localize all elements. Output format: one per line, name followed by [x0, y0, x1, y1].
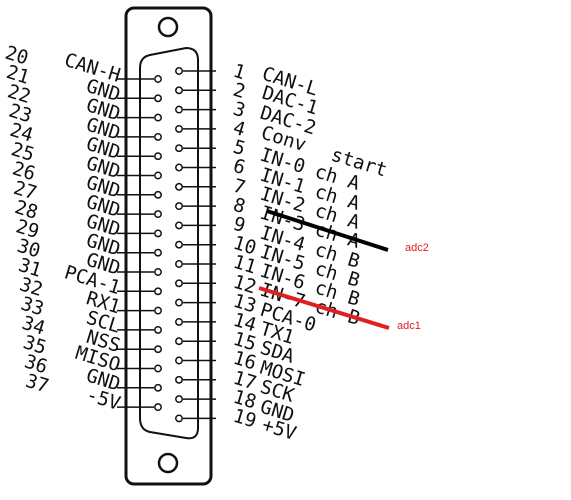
right-pin	[175, 202, 183, 211]
left-pin	[154, 75, 162, 83]
mounting-hole-top	[157, 16, 179, 38]
labels-group: 20 CAN-H21GND22GND23GND24GND25GND26GND27G…	[3, 42, 390, 445]
right-pin	[175, 298, 183, 307]
adc1-label: adc1	[397, 320, 421, 332]
left-pin	[154, 306, 162, 315]
left-pin	[154, 190, 162, 199]
right-pin	[175, 240, 183, 249]
left-pin	[154, 152, 162, 161]
left-pin	[154, 325, 162, 334]
left-pin	[154, 94, 162, 103]
right-pin	[175, 279, 183, 288]
right-pin	[175, 105, 183, 114]
right-pin	[175, 317, 183, 326]
right-pin	[175, 260, 183, 268]
dsub-inner-outline	[139, 46, 199, 440]
right-pin	[175, 221, 183, 230]
right-pin	[175, 375, 183, 384]
left-pin	[154, 210, 162, 219]
left-pin	[154, 364, 162, 373]
right-pin	[175, 395, 183, 404]
left-pin	[154, 132, 162, 141]
right-pin	[175, 144, 183, 153]
adc2-marker-line	[266, 209, 389, 252]
mounting-hole-bottom	[157, 452, 179, 474]
left-pin-number: 37	[23, 370, 51, 398]
left-pin	[154, 229, 162, 238]
left-pin	[154, 248, 162, 257]
connector-shell	[124, 6, 213, 486]
right-pin	[175, 67, 183, 75]
left-pin	[154, 383, 162, 392]
adc2-label: adc2	[405, 242, 429, 254]
right-pin	[175, 124, 183, 133]
adc1-marker-line	[258, 286, 390, 330]
left-pin	[154, 287, 162, 296]
left-pin	[154, 403, 162, 412]
right-pin	[175, 163, 183, 172]
left-pin	[154, 268, 162, 276]
right-pin	[175, 337, 183, 346]
right-pin	[175, 414, 183, 423]
left-pin	[154, 345, 162, 354]
right-pin	[175, 86, 183, 95]
left-pin	[154, 113, 162, 122]
right-pin	[175, 182, 183, 191]
right-pin	[175, 356, 183, 365]
left-pin	[154, 171, 162, 180]
right-pin-number: 19	[231, 405, 259, 433]
pins-group	[117, 67, 216, 423]
